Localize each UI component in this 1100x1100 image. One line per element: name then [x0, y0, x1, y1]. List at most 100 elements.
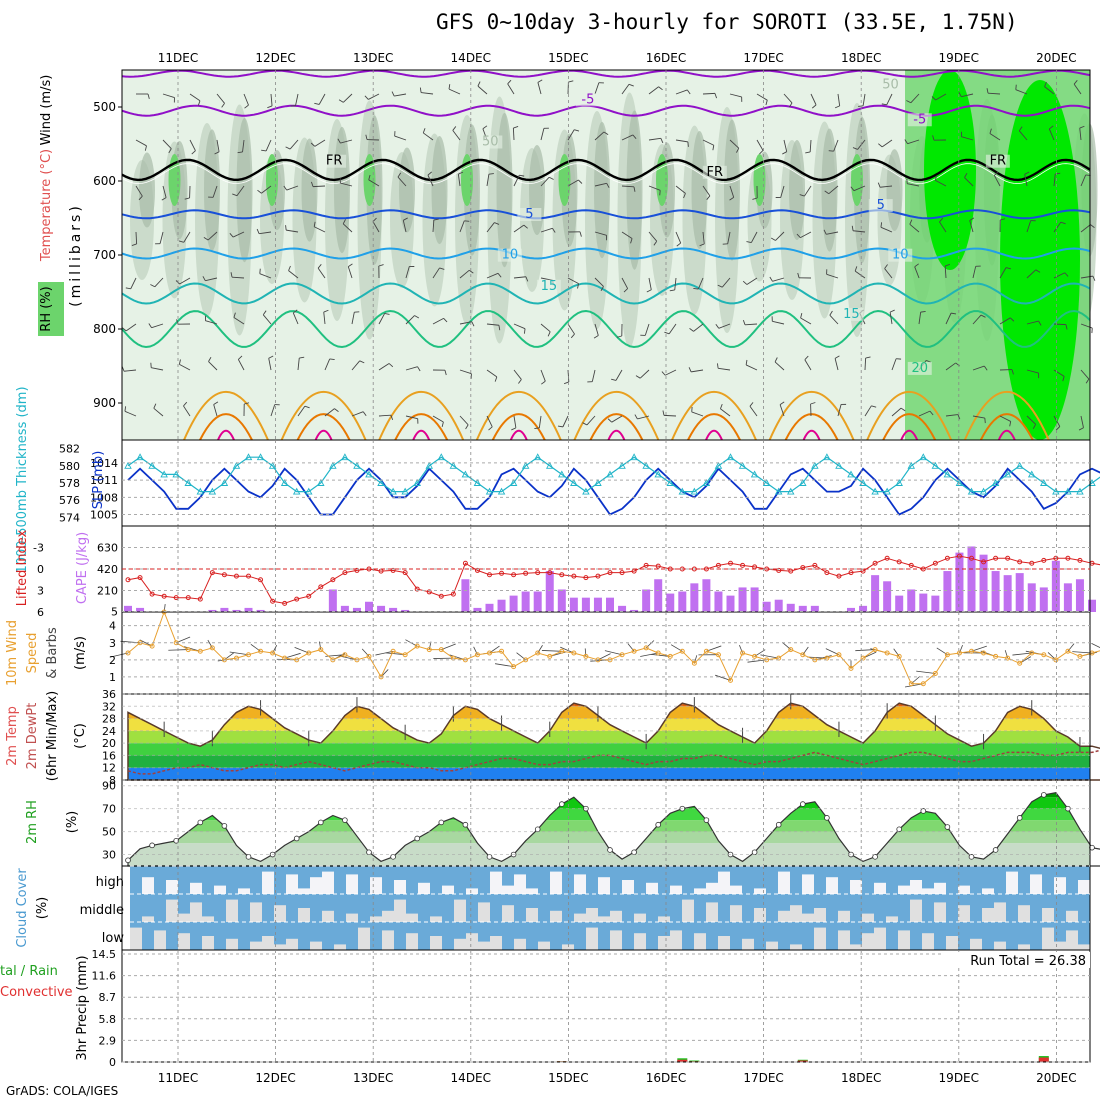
rh-ylabel: RH (%) [39, 286, 54, 331]
wind-barb [513, 323, 526, 330]
wind-barb-tick [661, 371, 666, 376]
wind-barb [351, 360, 361, 371]
wind-barb [828, 185, 839, 195]
wind-barb-tick [359, 360, 365, 364]
thickness-point [533, 453, 542, 461]
surface-wind-barb [715, 674, 731, 681]
contour-25-dome [573, 391, 660, 441]
contour-35-dome [217, 429, 235, 441]
wind-barb-tick [689, 328, 694, 332]
cloud-gap [394, 899, 406, 922]
wind-barb-tick [920, 311, 926, 313]
cloud-gap [310, 877, 322, 894]
slp-tick-label: 1008 [90, 491, 118, 504]
temp-tick-label: 12 [102, 762, 116, 775]
wind-barb-tick [191, 150, 196, 155]
wind-barb [162, 185, 167, 198]
precip-tick-label: 11.6 [92, 970, 117, 983]
bottom-day-label: 19DEC [939, 1071, 979, 1085]
wind-barb-tick [810, 402, 816, 405]
wind-barb [135, 231, 138, 245]
thickness-tick-label: 582 [59, 443, 80, 456]
wind-barb-tick [518, 379, 522, 384]
cloud-gap [694, 888, 706, 894]
wind-barb-tick [213, 401, 219, 405]
precip-tick-label: 14.5 [92, 948, 117, 961]
contour-30-dome [199, 413, 253, 441]
wind-barb-tick [513, 126, 519, 129]
wind-barb-tick [221, 103, 225, 108]
wind-barb [621, 231, 633, 239]
wind-speed-point [583, 653, 589, 659]
wind-barb [351, 411, 364, 417]
wind-speed-point [1017, 660, 1023, 666]
chart-title: GFS 0~10day 3-hourly for SOROTI (33.5E, … [436, 10, 1018, 34]
contour-25-dome [378, 391, 465, 441]
wind-barb [961, 93, 974, 98]
wind-barb [783, 139, 788, 152]
rh-blob [204, 129, 220, 251]
surface-wind-barb [807, 656, 827, 659]
cloud-gap [490, 871, 502, 894]
wind-barb [135, 185, 143, 197]
cape-bar [810, 605, 819, 612]
surface-wind-barb [272, 644, 278, 654]
cloud-gap [802, 913, 814, 922]
wind-speed-point [246, 652, 251, 658]
surface-wind-barb [537, 645, 543, 654]
wind-speed-point [571, 650, 577, 656]
wind-barb-tick [342, 219, 346, 225]
cape-bar [654, 579, 663, 612]
pressure-tick-label: 900 [93, 396, 116, 410]
wind-barb [691, 369, 704, 373]
wind-barb-tick [557, 425, 564, 428]
wind-barb [1080, 275, 1093, 279]
wind-speed-point [619, 652, 625, 658]
wind-barb [295, 93, 299, 106]
wind-barb [648, 185, 661, 191]
wind-barb-tick [244, 104, 249, 109]
wind-barb-tick [796, 233, 801, 238]
contour-label: 10 [502, 248, 519, 263]
temperature-ylabel: Temperature (°C) [39, 149, 54, 262]
wind-barb [459, 369, 472, 375]
temp-tick-label: 28 [102, 713, 116, 726]
contour-25-dome [183, 391, 269, 441]
wind-barb-tick [693, 287, 699, 290]
wind-barb [1080, 224, 1091, 233]
li-point [330, 577, 336, 583]
wind-barb [486, 415, 493, 427]
thickness-point [654, 470, 662, 478]
wind-barb-tick [964, 172, 968, 178]
wind-barb-tick [497, 273, 502, 278]
contour-25-dome [280, 391, 367, 441]
wind-barb-tick [749, 402, 754, 407]
wind-barb-tick [939, 217, 944, 223]
wind-barb [727, 231, 731, 244]
wind-barb-tick [121, 366, 125, 372]
top-day-label: 20DEC [1036, 51, 1076, 65]
wind-barb-tick [183, 401, 188, 407]
wind-barb [216, 139, 220, 152]
wind-barb-tick [208, 356, 212, 362]
thickness-point [618, 461, 626, 469]
contour-label-bg [497, 248, 522, 262]
wind-barb [179, 277, 191, 285]
cape-bar [1003, 575, 1012, 612]
li-point [342, 570, 348, 576]
rh-blob [656, 154, 668, 206]
cape-bar [389, 607, 398, 612]
wind-barb-tick [989, 128, 992, 134]
cloud-gap [862, 933, 874, 950]
wind-barb [265, 139, 272, 152]
cloud-gap [286, 938, 298, 950]
wind-ylabel-4: (m/s) [73, 636, 88, 670]
wind-barb-tick [611, 378, 617, 381]
thickness-point [1027, 470, 1036, 478]
wind-speed-point [1005, 655, 1011, 661]
wind-barb-tick [603, 131, 609, 136]
cape-bar [774, 599, 783, 612]
wind-barb [1080, 415, 1084, 428]
precip-legend-2: Convective [0, 985, 73, 1000]
contour-label-bg [536, 279, 561, 293]
